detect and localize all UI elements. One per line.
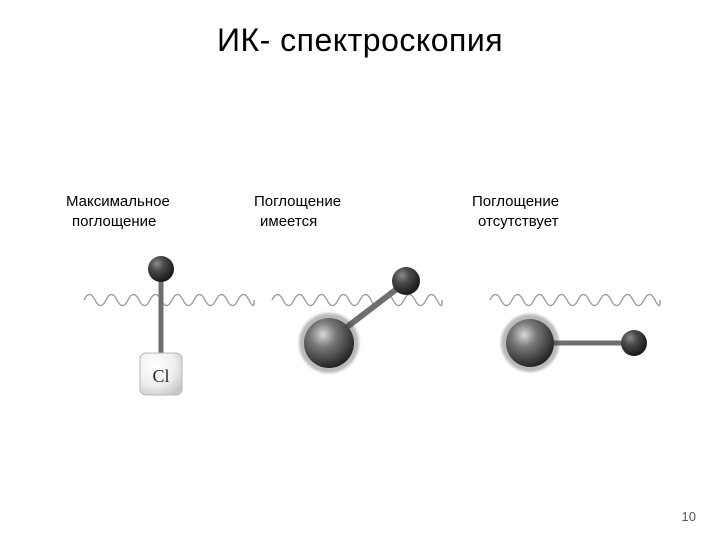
diagram-partial <box>254 245 454 415</box>
caption-line-2: имеется <box>254 212 454 232</box>
caption-line-1: Максимальное <box>66 193 170 210</box>
slide: ИК- спектроскопия Максимальное поглощени… <box>0 0 720 540</box>
panel-partial-absorption: Поглощение имеется <box>254 192 454 231</box>
caption-none: Поглощение отсутствует <box>472 192 672 231</box>
ir-wave-icon <box>490 294 660 305</box>
caption-max: Максимальное поглощение <box>66 192 266 231</box>
panel-no-absorption: Поглощение отсутствует <box>472 192 672 231</box>
caption-line-1: Поглощение <box>472 193 559 210</box>
svg-max: Cl <box>66 245 266 415</box>
svg-partial <box>254 245 454 415</box>
ir-wave-icon <box>272 294 442 305</box>
page-number: 10 <box>682 509 696 524</box>
diagram-none <box>472 245 672 415</box>
diagram-max: Cl <box>66 245 266 415</box>
atom-cl-label: Cl <box>152 366 169 386</box>
atom-big <box>506 319 554 367</box>
ir-wave-icon <box>84 294 254 305</box>
atom-top <box>148 256 174 282</box>
panel-max-absorption: Максимальное поглощение <box>66 192 266 231</box>
caption-line-2: отсутствует <box>472 212 672 232</box>
svg-none <box>472 245 672 415</box>
atom-small <box>621 330 647 356</box>
caption-line-2: поглощение <box>66 212 266 232</box>
atom-big <box>304 318 354 368</box>
atom-small <box>392 267 420 295</box>
caption-partial: Поглощение имеется <box>254 192 454 231</box>
slide-title: ИК- спектроскопия <box>0 22 720 59</box>
caption-line-1: Поглощение <box>254 193 341 210</box>
